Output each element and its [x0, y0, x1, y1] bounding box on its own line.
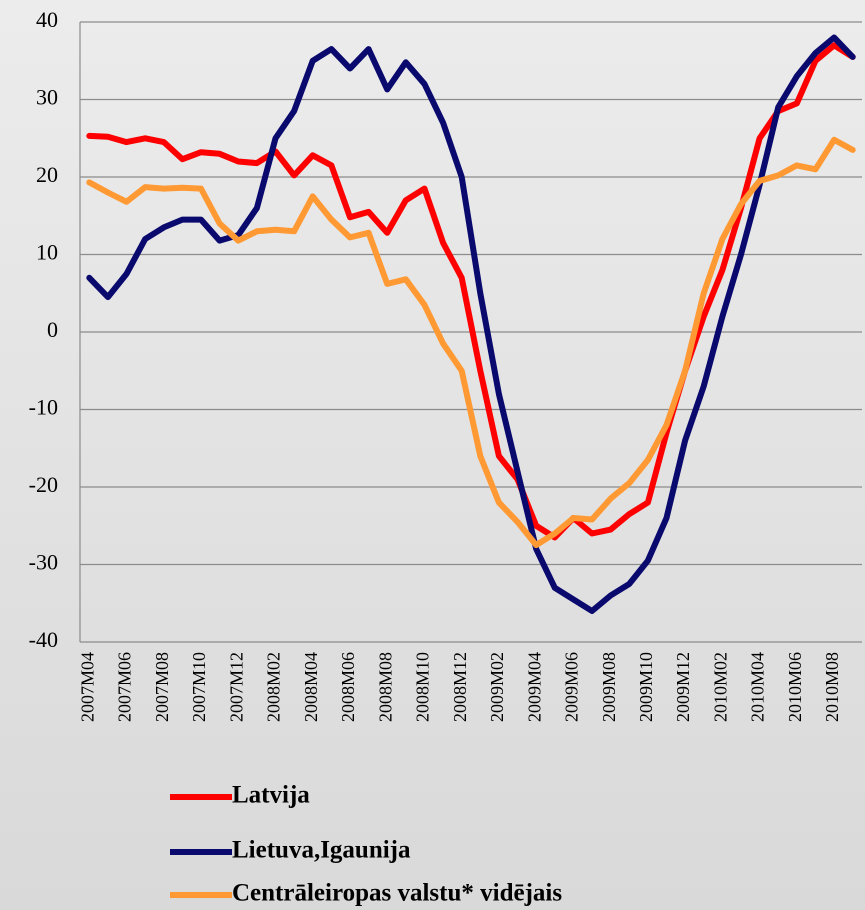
- x-tick-label: 2008M04: [301, 652, 321, 722]
- line-series: [86, 42, 856, 541]
- x-tick-label: 2010M06: [785, 652, 805, 722]
- x-tick-label: 2010M04: [748, 652, 768, 722]
- y-tick-label: -30: [29, 550, 58, 575]
- y-tick-label: -20: [29, 472, 58, 497]
- x-tick-label: 2007M10: [189, 652, 209, 722]
- x-tick-label: 2008M06: [338, 652, 358, 722]
- x-tick-label: 2007M12: [226, 652, 246, 722]
- y-tick-label: 30: [36, 85, 58, 110]
- x-tick-label: 2009M12: [673, 652, 693, 722]
- x-tick-label: 2007M04: [77, 652, 97, 722]
- x-tick-label: 2008M10: [413, 652, 433, 722]
- line-series: [86, 34, 856, 614]
- y-tick-label: 40: [36, 7, 58, 32]
- x-tick-label: 2008M02: [264, 652, 284, 722]
- y-tick-label: 10: [36, 240, 58, 265]
- x-tick-label: 2008M08: [375, 652, 395, 722]
- x-tick-label: 2009M06: [562, 652, 582, 722]
- x-tick-label: 2010M02: [710, 652, 730, 722]
- x-tick-label: 2008M12: [450, 652, 470, 722]
- y-tick-label: 20: [36, 162, 58, 187]
- legend-label: Centrāleiropas valstu* vidējais: [232, 880, 562, 907]
- line-series: [86, 136, 856, 549]
- x-tick-label: 2010M08: [822, 652, 842, 722]
- x-tick-label: 2009M10: [636, 652, 656, 722]
- y-tick-label: 0: [47, 317, 58, 342]
- x-tick-label: 2007M08: [152, 652, 172, 722]
- y-tick-label: -40: [29, 627, 58, 652]
- x-tick-label: 2009M04: [524, 652, 544, 722]
- x-tick-label: 2009M02: [487, 652, 507, 722]
- y-tick-label: -10: [29, 395, 58, 420]
- legend-label: Latvija: [232, 782, 310, 809]
- x-tick-label: 2009M08: [599, 652, 619, 722]
- x-tick-label: 2007M06: [115, 652, 135, 722]
- legend-label: Lietuva,Igaunija: [232, 837, 411, 864]
